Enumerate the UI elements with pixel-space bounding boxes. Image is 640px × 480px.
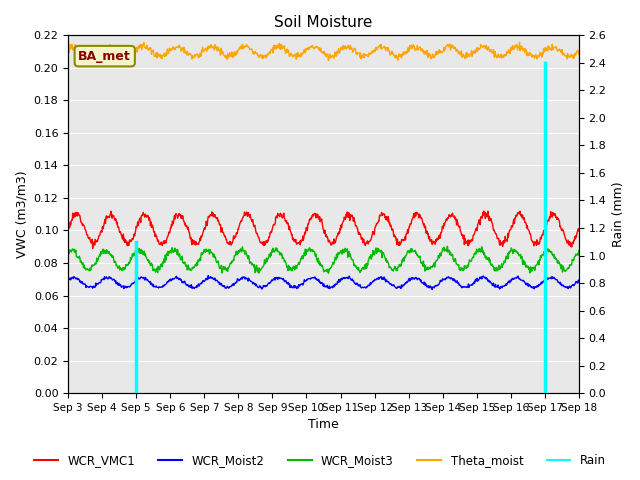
- WCR_Moist3: [324, 270, 332, 276]
- WCR_VMC1: [575, 228, 582, 234]
- Theta_moist: [271, 46, 278, 52]
- Text: BA_met: BA_met: [78, 49, 131, 63]
- WCR_Moist3: [64, 248, 72, 254]
- WCR_Moist3: [116, 265, 124, 271]
- Theta_moist: [289, 54, 297, 60]
- WCR_VMC1: [271, 221, 279, 227]
- WCR_Moist2: [415, 276, 423, 282]
- WCR_Moist3: [444, 243, 451, 249]
- Line: WCR_Moist2: WCR_Moist2: [68, 276, 579, 289]
- WCR_VMC1: [415, 211, 423, 217]
- WCR_Moist3: [473, 246, 481, 252]
- X-axis label: Time: Time: [308, 419, 339, 432]
- WCR_Moist3: [463, 262, 471, 268]
- Theta_moist: [415, 44, 423, 50]
- WCR_VMC1: [290, 238, 298, 244]
- WCR_Moist2: [463, 284, 471, 290]
- WCR_VMC1: [117, 230, 125, 236]
- WCR_VMC1: [472, 225, 480, 231]
- Line: WCR_Moist3: WCR_Moist3: [68, 246, 579, 273]
- WCR_VMC1: [463, 239, 471, 244]
- WCR_Moist3: [289, 265, 297, 271]
- Theta_moist: [472, 47, 480, 52]
- WCR_Moist2: [271, 277, 279, 283]
- WCR_Moist3: [575, 248, 582, 253]
- Theta_moist: [324, 58, 332, 63]
- WCR_Moist2: [575, 278, 582, 284]
- WCR_Moist2: [204, 273, 212, 278]
- Theta_moist: [116, 53, 124, 59]
- WCR_Moist2: [428, 287, 436, 292]
- Theta_moist: [516, 39, 524, 45]
- Theta_moist: [575, 51, 582, 57]
- Line: WCR_VMC1: WCR_VMC1: [68, 211, 579, 248]
- WCR_Moist2: [64, 276, 72, 282]
- Legend: WCR_VMC1, WCR_Moist2, WCR_Moist3, Theta_moist, Rain: WCR_VMC1, WCR_Moist2, WCR_Moist3, Theta_…: [29, 449, 611, 472]
- WCR_Moist2: [116, 282, 124, 288]
- WCR_VMC1: [89, 245, 97, 251]
- WCR_Moist2: [290, 285, 298, 290]
- Title: Soil Moisture: Soil Moisture: [275, 15, 372, 30]
- WCR_VMC1: [64, 225, 72, 231]
- Y-axis label: VWC (m3/m3): VWC (m3/m3): [15, 170, 28, 258]
- WCR_VMC1: [480, 208, 488, 214]
- WCR_Moist3: [415, 254, 423, 260]
- Line: Theta_moist: Theta_moist: [68, 42, 579, 60]
- WCR_Moist2: [473, 277, 481, 283]
- Theta_moist: [64, 48, 72, 54]
- Y-axis label: Rain (mm): Rain (mm): [612, 181, 625, 247]
- Theta_moist: [463, 50, 471, 56]
- WCR_Moist3: [271, 248, 278, 253]
